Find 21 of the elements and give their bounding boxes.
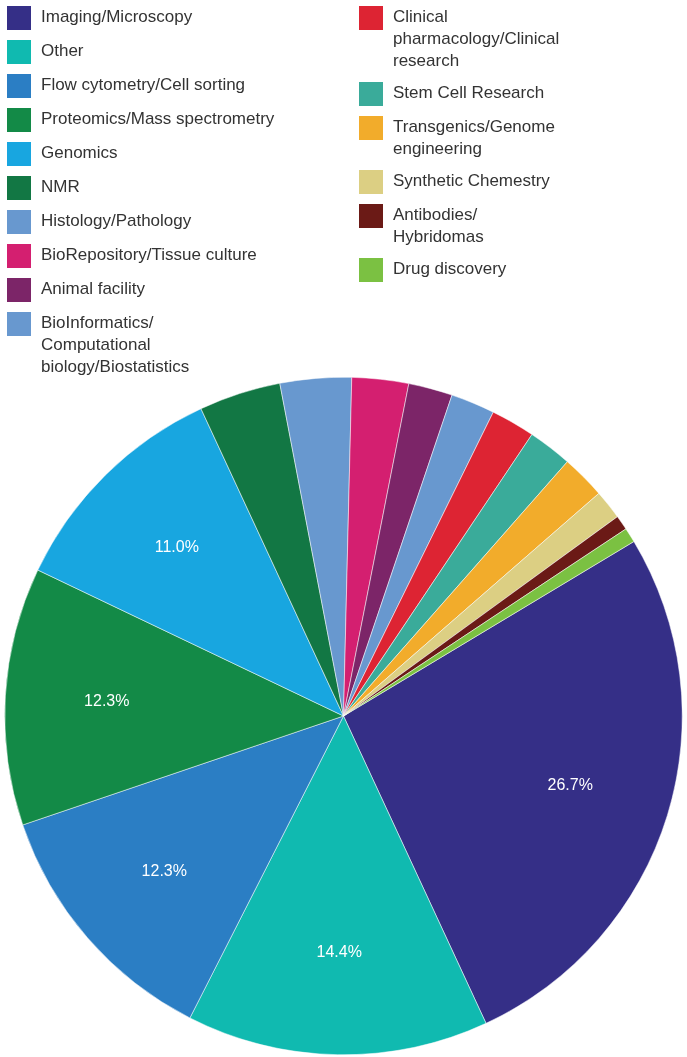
legend-label: Drug discovery <box>393 258 507 280</box>
legend-label: Stem Cell Research <box>393 82 545 104</box>
data-label: 11.0% <box>154 537 199 555</box>
data-label: 12.3% <box>84 692 130 710</box>
legend-label: NMR <box>41 176 80 198</box>
legend-label: Imaging/Microscopy <box>41 6 193 28</box>
data-label: 26.7% <box>547 775 593 793</box>
legend-label: Antibodies/Hybridomas <box>393 204 485 248</box>
legend-label: Histology/Pathology <box>41 210 192 232</box>
legend-label: Synthetic Chemestry <box>393 170 550 192</box>
legend-label: Flow cytometry/Cell sorting <box>41 74 246 96</box>
legend-label: Other <box>41 40 84 62</box>
legend-label: Genomics <box>41 142 118 164</box>
legend-label: Proteomics/Mass spectrometry <box>41 108 275 130</box>
legend-label: BioInformatics/Computational biology/Biostatistics <box>41 312 191 378</box>
data-label: 12.3% <box>141 861 187 879</box>
category-label: Clinical pharmacology/Clinical research <box>393 7 560 70</box>
legend-label: Animal facility <box>41 278 145 300</box>
data-label: 14.4% <box>316 943 362 961</box>
legend-label: BioRepository/Tissue culture <box>41 244 257 266</box>
legend-label: Transgenics/Genome engineering <box>393 116 556 160</box>
